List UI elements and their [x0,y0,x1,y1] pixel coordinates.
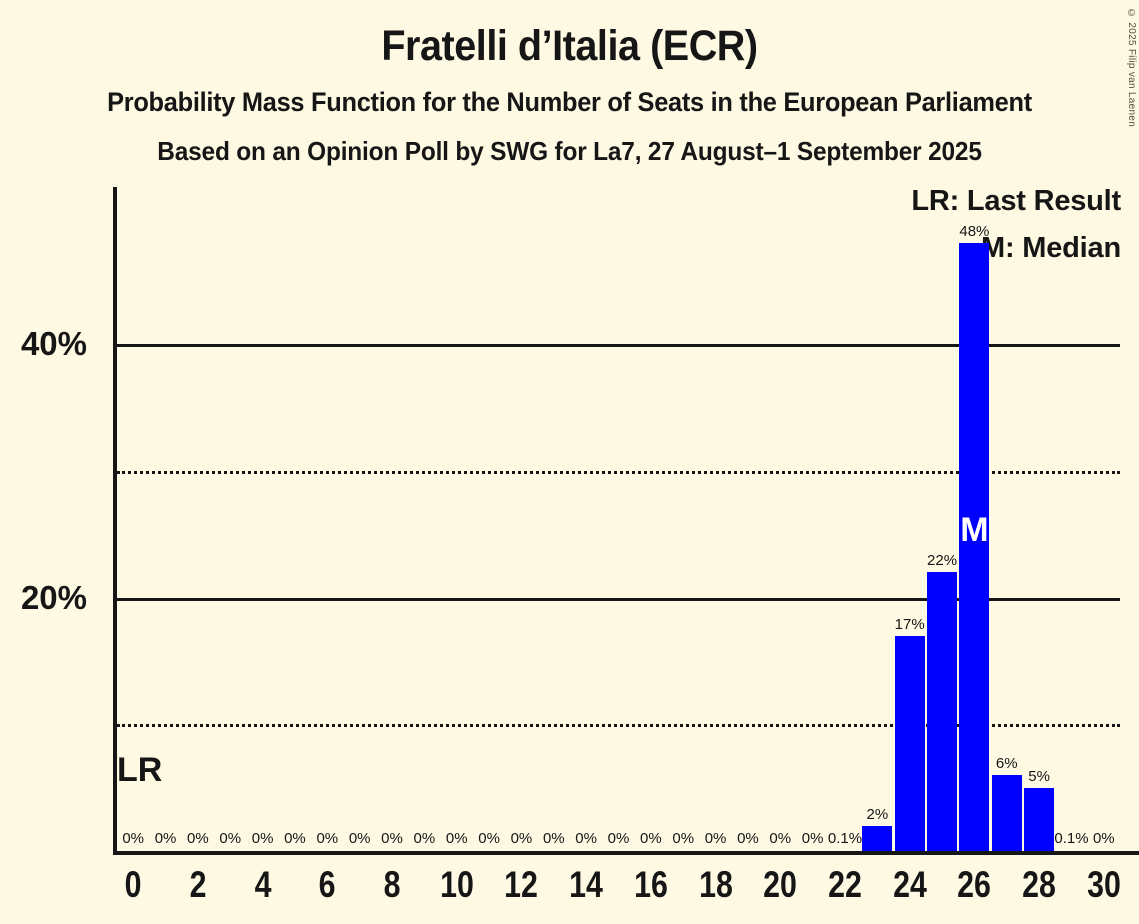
bar-value-label-seat-27: 6% [995,754,1018,772]
bar-seat-27 [991,774,1022,851]
bar-value-label-seat-9: 0% [413,830,436,847]
bar-seat-23 [862,825,893,851]
bar-value-label-seat-5: 0% [284,830,306,847]
bar-value-label-seat-25: 22% [927,552,958,570]
bar-seat-25 [926,572,958,851]
bar-value-label-seat-18: 0% [704,830,727,847]
bar-seat-28 [1024,787,1055,851]
bar-value-label-seat-29: 0.1% [1054,830,1089,847]
bar-value-label-seat-16: 0% [640,830,662,847]
bar-value-label-seat-23: 2% [866,805,889,823]
bar-value-label-seat-19: 0% [737,830,759,847]
bar-value-label-seat-24: 17% [894,615,925,633]
x-axis-tick-10: 10 [439,864,474,905]
bar-value-label-seat-2: 0% [187,830,209,847]
bar-value-label-seat-0: 0% [122,830,145,847]
x-axis-tick-28: 28 [1022,864,1056,905]
chart-subtitle: Probability Mass Function for the Number… [107,87,1032,117]
last-result-marker: LR [117,751,163,789]
bar-value-label-seat-26: 48% [959,222,990,240]
x-axis-tick-4: 4 [254,864,272,905]
bar-value-label-seat-17: 0% [672,830,695,847]
x-axis-tick-6: 6 [318,864,336,905]
bar-value-label-seat-13: 0% [542,830,565,847]
y-axis-line [113,187,117,855]
x-axis-tick-0: 0 [124,864,142,905]
bar-value-label-seat-8: 0% [381,830,403,847]
bar-value-label-seat-3: 0% [219,830,242,847]
bar-seat-24 [894,635,925,851]
bar-value-label-seat-22: 0.1% [827,830,863,847]
y-axis-tick-40pct: 40% [20,325,87,362]
gridline-dotted-10 [117,724,1120,728]
bar-value-label-seat-30: 0% [1092,830,1115,847]
gridline-solid-40 [117,344,1120,347]
gridline-dotted-30 [117,470,1120,474]
legend-last-result: LR: Last Result [911,185,1121,217]
x-axis-tick-12: 12 [504,864,539,905]
x-axis-tick-14: 14 [569,864,604,905]
bar-value-label-seat-15: 0% [607,830,630,847]
x-axis-tick-22: 22 [828,864,862,905]
legend-median: M: Median [981,232,1121,264]
bar-value-label-seat-6: 0% [316,830,339,847]
x-axis-tick-18: 18 [698,864,733,905]
bar-value-label-seat-10: 0% [445,830,468,847]
plot-area: 20% 40% 0% 0% 0% 0% 0% 0% 0% 0% 0% 0% 0% 0% 0% 0% 0% 0% 0… [21,187,1139,855]
x-axis-tick-24: 24 [892,864,927,905]
chart-source-subtitle: Based on an Opinion Poll by SWG for La7,… [157,136,982,166]
bar-seat-26 [959,242,990,851]
gridline-solid-20 [117,597,1120,601]
bar-value-label-seat-4: 0% [251,830,274,847]
x-axis-labels: 0 2 4 6 8 10 12 14 16 18 20 22 24 26 28 30 [117,864,1121,920]
bar-value-label-seat-12: 0% [510,830,533,847]
bar-value-label-seat-28: 5% [1028,767,1050,785]
y-axis-tick-20pct: 20% [20,578,87,616]
x-axis-tick-30: 30 [1086,864,1121,905]
bar-value-label-seat-21: 0% [801,830,824,847]
page-title: Fratelli d’Italia (ECR) [381,22,758,70]
bar-value-label-seat-14: 0% [575,830,597,847]
x-axis-tick-26: 26 [957,864,992,905]
bar-value-label-seat-1: 0% [154,830,177,847]
bar-value-label-seat-11: 0% [478,830,500,847]
x-axis-line [113,851,1139,855]
x-axis-tick-20: 20 [763,864,798,905]
x-axis-tick-8: 8 [383,864,401,905]
x-axis-tick-16: 16 [633,864,668,905]
median-marker: M [960,511,989,549]
bar-value-label-seat-7: 0% [348,830,371,847]
x-axis-tick-2: 2 [189,864,207,905]
copyright-notice: © 2025 Filip van Laenen [1126,8,1137,128]
bar-value-label-seat-20: 0% [769,830,792,847]
